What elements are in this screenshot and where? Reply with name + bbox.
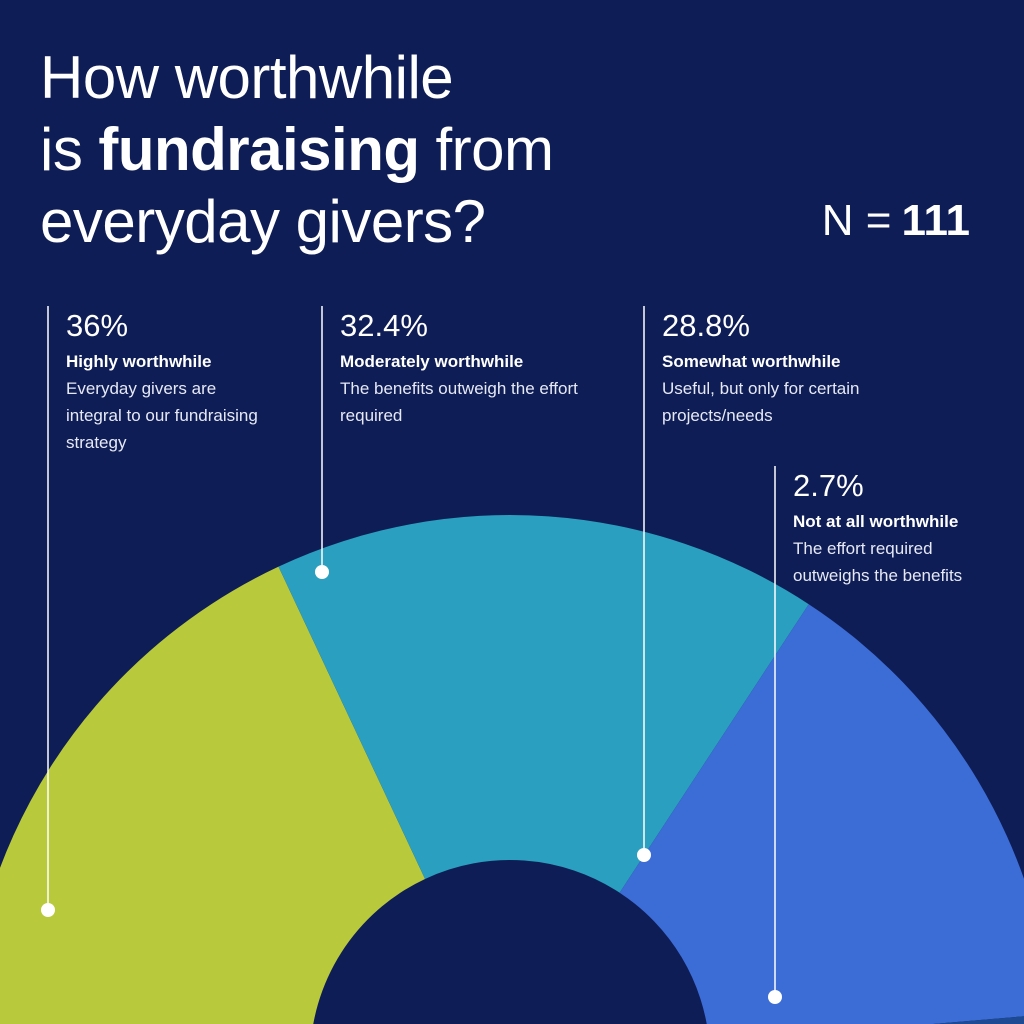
sample-label: N = bbox=[821, 196, 892, 245]
slice bbox=[278, 515, 809, 893]
slice-label: 36% Highly worthwhile Everyday givers are … bbox=[66, 308, 261, 456]
title-line: everyday givers? bbox=[40, 186, 554, 258]
slice bbox=[0, 566, 426, 1024]
chart-title: How worthwhile is fundraising from everyday … bbox=[40, 42, 554, 258]
slice bbox=[932, 1016, 1024, 1024]
title-line: is fundraising from bbox=[40, 114, 554, 186]
slice bbox=[619, 604, 1024, 1024]
category-label: Highly worthwhile bbox=[66, 352, 212, 371]
title-text: everyday givers? bbox=[40, 188, 486, 255]
leader-dot bbox=[637, 848, 651, 862]
category-label: Moderately worthwhile bbox=[340, 352, 524, 371]
leader-dot bbox=[41, 903, 55, 917]
category-description: The effort required outweighs the benefi… bbox=[793, 539, 963, 585]
category-description: The benefits outweigh the effort require… bbox=[340, 379, 578, 425]
value-label: 32.4% bbox=[340, 308, 428, 343]
title-text: is bbox=[40, 116, 83, 183]
sample-size: N = 111 bbox=[822, 196, 970, 246]
category-label: Not at all worthwhile bbox=[793, 512, 959, 531]
category-description: Useful, but only for certain projects/ne… bbox=[662, 379, 860, 425]
slice-label: 32.4% Moderately worthwhile The benefits o… bbox=[340, 308, 590, 429]
sample-value: 111 bbox=[901, 196, 970, 245]
slice-label: 28.8% Somewhat worthwhile Useful, but only… bbox=[662, 308, 912, 429]
title-text: How worthwhile bbox=[40, 44, 454, 111]
value-label: 2.7% bbox=[793, 468, 864, 503]
leader-dot bbox=[768, 990, 782, 1004]
value-label: 36% bbox=[66, 308, 129, 343]
category-description: Everyday givers are integral to our fund… bbox=[66, 379, 258, 452]
leader-dot bbox=[315, 565, 329, 579]
category-label: Somewhat worthwhile bbox=[662, 352, 841, 371]
slice-label: 2.7% Not at all worthwhile The effort requ… bbox=[793, 468, 1008, 589]
title-line: How worthwhile bbox=[40, 42, 554, 114]
value-label: 28.8% bbox=[662, 308, 750, 343]
title-text: fundraising bbox=[98, 116, 420, 183]
title-text: from bbox=[435, 116, 555, 183]
